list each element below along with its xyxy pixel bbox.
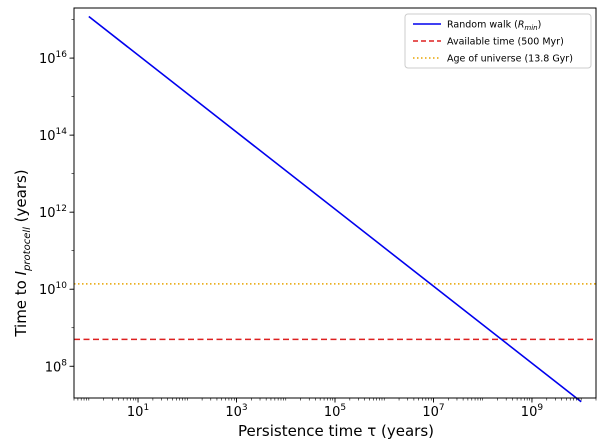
ticks: 101 103 105 107 109 108 1010 1012 1014 1016	[39, 19, 597, 420]
series-line-random-walk	[88, 15, 582, 403]
y-tick-label: 1012	[39, 204, 67, 221]
legend-label-random-walk: Random walk (Rmin)	[447, 20, 541, 33]
x-tick-label: 101	[127, 403, 149, 420]
x-axis-title: Persistence time τ (years)	[238, 422, 434, 440]
x-tick-label: 109	[521, 403, 544, 420]
y-axis-title: Time to Iprotocell (years)	[12, 169, 33, 337]
x-tick-label: 103	[225, 403, 247, 420]
legend-label-available-time: Available time (500 Myr)	[447, 37, 564, 48]
legend-label-age-of-universe: Age of universe (13.8 Gyr)	[447, 54, 573, 65]
legend: Random walk (Rmin) Available time (500 M…	[404, 13, 592, 69]
y-tick-label: 1014	[39, 127, 67, 144]
legend-frame	[404, 13, 592, 69]
y-tick-label: 1010	[39, 281, 67, 298]
y-tick-label: 108	[45, 358, 68, 375]
x-tick-label: 105	[324, 403, 346, 420]
x-tick-label: 107	[422, 403, 444, 420]
y-tick-label: 1016	[39, 50, 67, 67]
